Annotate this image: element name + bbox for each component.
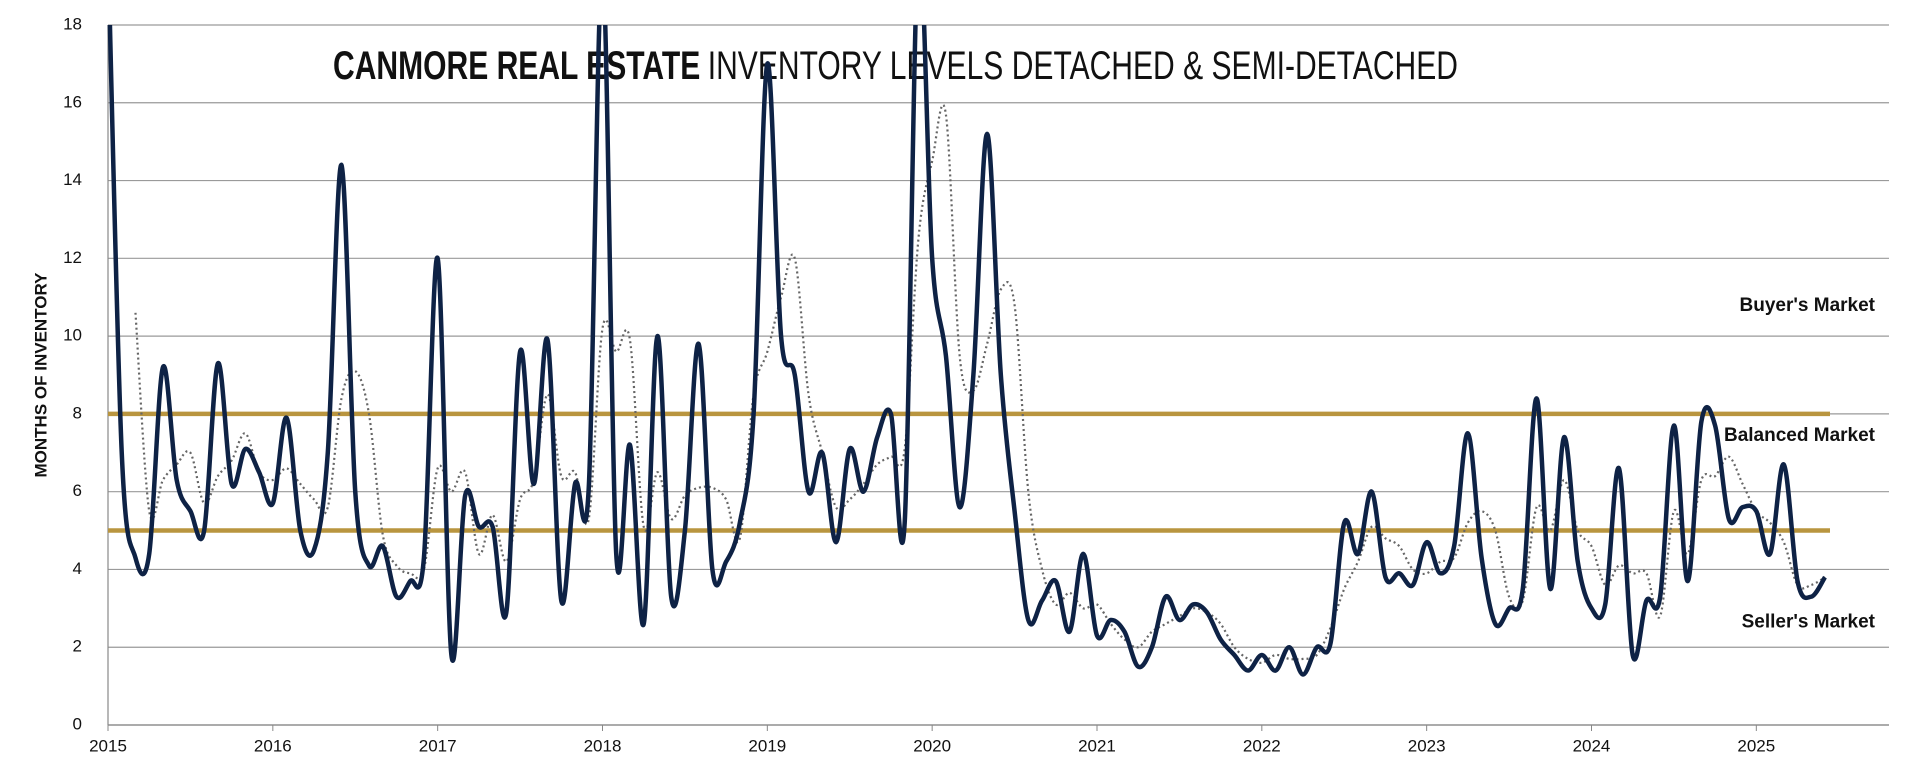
x-tick-label: 2025 — [1737, 736, 1775, 755]
x-tick-label: 2016 — [254, 736, 292, 755]
annotation: Balanced Market — [1724, 425, 1876, 446]
y-tick-label: 10 — [63, 326, 82, 345]
y-tick-label: 16 — [63, 92, 82, 111]
x-tick-label: 2018 — [584, 736, 622, 755]
series-line — [134, 103, 1826, 665]
y-tick-label: 6 — [73, 481, 82, 500]
x-tick-label: 2015 — [89, 736, 127, 755]
x-tick-label: 2022 — [1243, 736, 1281, 755]
x-tick-label: 2024 — [1573, 736, 1611, 755]
title-regular: INVENTORY LEVELS DETACHED & SEMI-DETACHE… — [708, 44, 1458, 88]
y-tick-label: 4 — [73, 559, 82, 578]
x-tick-label: 2020 — [913, 736, 951, 755]
y-axis-label: MONTHS OF INVENTORY — [31, 272, 50, 478]
x-tick-label: 2023 — [1408, 736, 1446, 755]
annotation: Seller's Market — [1742, 612, 1876, 633]
annotation: Buyer's Market — [1740, 295, 1876, 316]
y-tick-label: 0 — [73, 714, 82, 733]
x-tick-label: 2017 — [419, 736, 457, 755]
y-tick-label: 14 — [63, 170, 82, 189]
y-tick-label: 18 — [63, 14, 82, 33]
y-tick-label: 2 — [73, 637, 82, 656]
y-tick-label: 12 — [63, 248, 82, 267]
plot-area — [107, 25, 1827, 677]
x-tick-label: 2019 — [748, 736, 786, 755]
y-tick-label: 8 — [73, 403, 82, 422]
x-tick-label: 2021 — [1078, 736, 1116, 755]
chart-title: CANMORE REAL ESTATEINVENTORY LEVELS DETA… — [333, 44, 1458, 88]
title-bold: CANMORE REAL ESTATE — [333, 44, 700, 88]
series-line — [107, 25, 1827, 677]
